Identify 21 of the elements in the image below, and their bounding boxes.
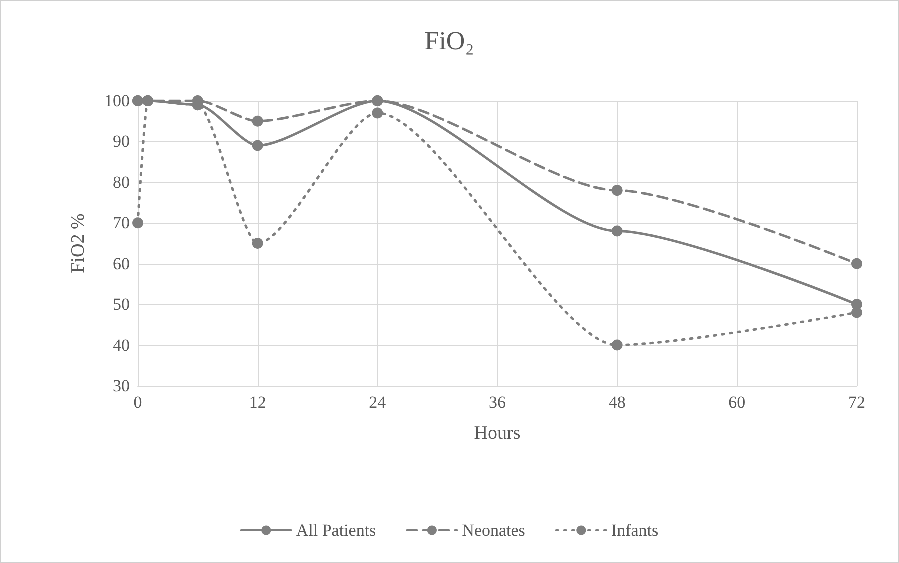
legend-label: Neonates (462, 521, 526, 540)
legend-label: All Patients (296, 521, 376, 540)
y-axis-title: FiO2 % (68, 214, 89, 274)
y-tick-label: 60 (113, 254, 130, 274)
y-tick-label: 70 (113, 214, 130, 233)
x-tick-label: 60 (728, 393, 746, 412)
y-tick-label: 100 (104, 92, 130, 110)
y-tick-label: 80 (113, 172, 130, 192)
y-tick-label: 50 (113, 295, 130, 314)
x-tick-label: 72 (848, 393, 866, 412)
x-tick-label: 24 (369, 393, 387, 412)
y-tick-label: 90 (113, 132, 130, 152)
y-tick-label: 30 (113, 376, 130, 396)
x-tick-label: 48 (608, 393, 626, 412)
chart-title: FiO₂ (424, 26, 474, 56)
x-tick-label: 0 (134, 393, 142, 412)
legend-label: Infants (611, 521, 659, 540)
y-tick-label: 40 (113, 336, 130, 355)
x-axis-title: Hours (474, 423, 521, 444)
x-tick-label: 36 (489, 393, 506, 412)
x-tick-label: 12 (249, 393, 266, 412)
